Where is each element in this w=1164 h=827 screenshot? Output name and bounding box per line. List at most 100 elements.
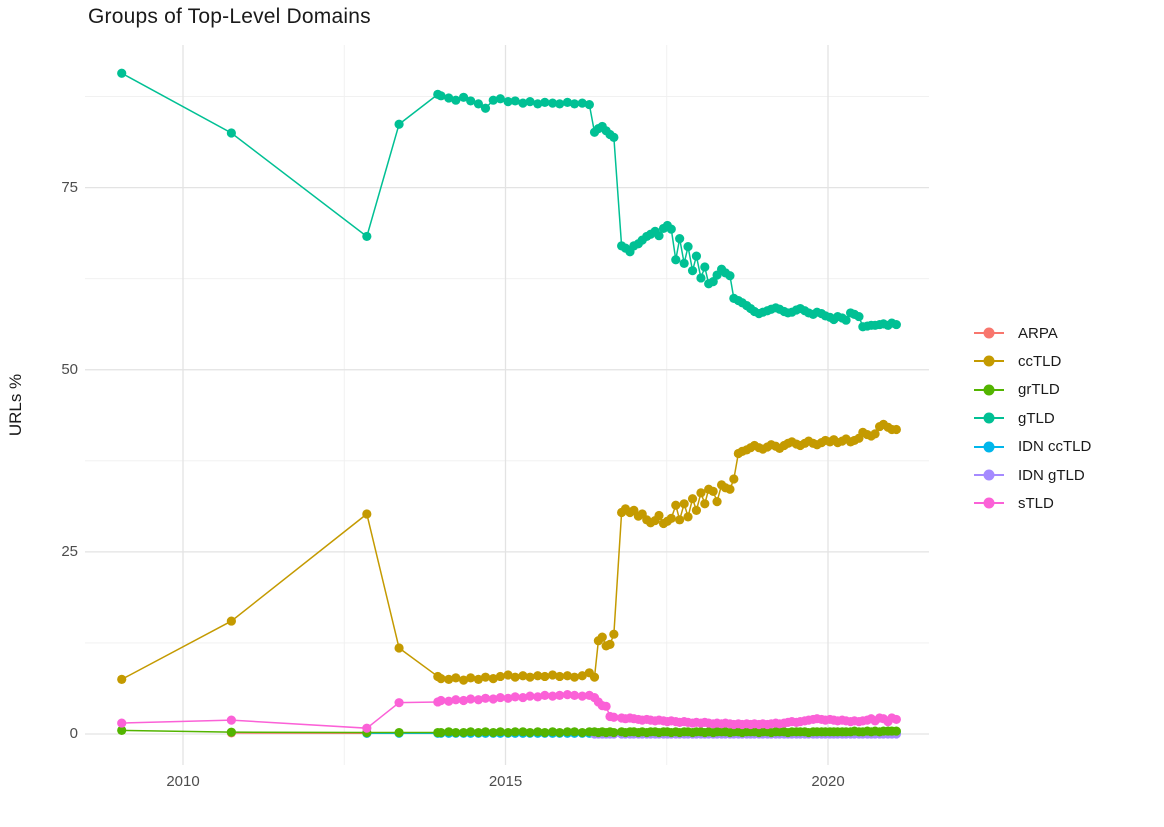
legend-label: gTLD [1018, 409, 1055, 427]
legend-label: ccTLD [1018, 352, 1062, 370]
data-point [654, 510, 664, 521]
data-point [458, 695, 469, 706]
data-point [700, 262, 710, 272]
y-tick-label: 75 [61, 178, 78, 196]
data-point [444, 674, 454, 684]
data-point [547, 691, 558, 701]
data-point [488, 674, 498, 684]
series-ccTLD [117, 419, 901, 685]
data-point [436, 674, 446, 684]
data-point [589, 672, 600, 682]
legend-key-icon [974, 412, 1004, 424]
data-point [525, 97, 535, 107]
data-point [473, 695, 484, 705]
legend-key-icon [974, 327, 1004, 339]
data-point [540, 97, 550, 107]
x-tick-label: 2015 [488, 773, 523, 790]
data-point [480, 727, 491, 737]
data-point [466, 727, 476, 737]
data-point [394, 698, 404, 708]
data-point [503, 727, 513, 738]
data-point [503, 97, 513, 107]
data-point [473, 727, 484, 738]
data-point [117, 674, 127, 684]
data-point [562, 671, 573, 681]
data-point [654, 231, 664, 241]
data-point [708, 486, 718, 497]
y-tick-label: 50 [61, 360, 78, 378]
data-point [891, 424, 901, 435]
data-point [510, 672, 520, 682]
data-point [675, 515, 685, 525]
data-point [495, 727, 505, 737]
data-point [488, 694, 498, 704]
data-point [691, 251, 702, 261]
data-point [518, 727, 528, 737]
legend-label: ARPA [1018, 324, 1058, 342]
legend-item-IDN-ccTLD: IDN ccTLD [972, 433, 1091, 461]
data-point [117, 718, 127, 728]
data-point [679, 258, 689, 268]
legend-key-icon [974, 384, 1004, 396]
data-point [687, 266, 698, 276]
data-point [473, 674, 484, 684]
data-point [495, 671, 505, 682]
series-grTLD [117, 725, 901, 738]
data-point [451, 727, 461, 738]
data-point [473, 99, 484, 109]
legend-dot [983, 497, 995, 509]
legend-dot [983, 327, 995, 339]
data-point [577, 727, 587, 738]
data-point [609, 629, 619, 639]
legend-item-ccTLD: ccTLD [972, 347, 1061, 375]
data-point [700, 499, 710, 509]
data-point [362, 231, 372, 242]
data-point [609, 712, 619, 722]
data-point [555, 690, 565, 700]
data-point [533, 692, 543, 702]
legend-label: grTLD [1018, 381, 1060, 399]
legend-key-icon [974, 497, 1004, 509]
legend-key-icon [974, 441, 1004, 453]
data-point [547, 98, 558, 108]
data-point [458, 727, 469, 738]
data-point [525, 691, 535, 701]
data-point [466, 694, 476, 704]
data-point [671, 255, 681, 265]
data-point [444, 727, 454, 737]
data-point [533, 99, 543, 109]
data-point [671, 500, 681, 510]
data-point [394, 727, 404, 738]
data-point [458, 675, 469, 685]
chart-title: Groups of Top-Level Domains [88, 5, 371, 28]
data-point [444, 93, 454, 103]
data-point [569, 727, 580, 737]
data-point [841, 315, 851, 325]
data-point [562, 727, 573, 737]
data-point [510, 96, 520, 106]
legend-label: IDN gTLD [1018, 466, 1085, 484]
data-point [691, 505, 702, 515]
data-point [675, 234, 685, 244]
series-gTLD [117, 68, 901, 332]
legend-dot [983, 469, 995, 481]
data-point [679, 499, 689, 509]
data-point [480, 103, 491, 113]
data-point [547, 670, 558, 680]
data-point [488, 727, 498, 738]
data-point [451, 95, 461, 105]
data-point [226, 727, 236, 737]
data-point [503, 693, 513, 703]
data-point [394, 119, 404, 129]
data-point [569, 690, 580, 700]
legend-dot [983, 384, 995, 396]
data-point [540, 671, 550, 682]
y-tick-label: 0 [69, 725, 78, 742]
data-point [601, 701, 611, 711]
data-point [495, 692, 505, 703]
data-point [729, 474, 739, 484]
data-point [436, 91, 446, 101]
data-point [466, 96, 476, 106]
data-point [466, 673, 476, 683]
